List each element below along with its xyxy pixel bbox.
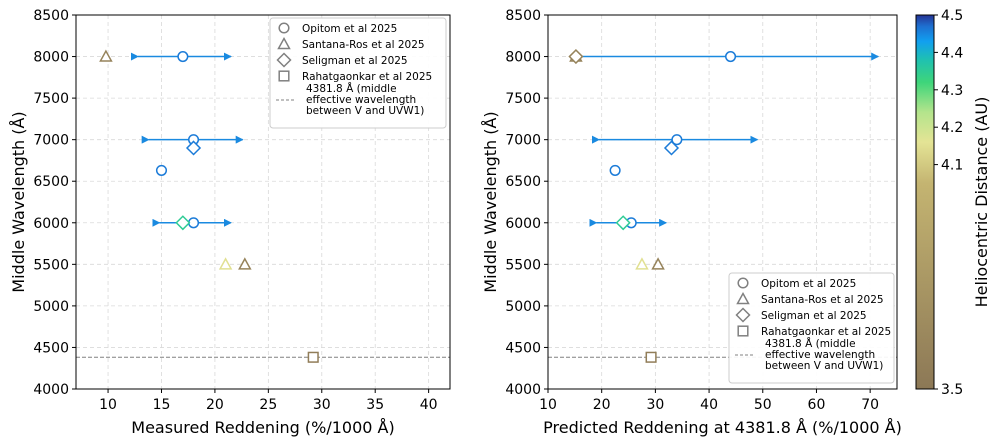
legend: Opitom et al 2025 Santana-Ros et al 2025 S…	[269, 17, 447, 129]
y-tick-label: 5000	[505, 299, 541, 315]
colorbar-tick-label: 3.5	[941, 382, 963, 398]
legend-label: Santana-Ros et al 2025	[761, 294, 884, 306]
data-point	[218, 257, 233, 270]
data-point	[635, 257, 649, 270]
legend-marker	[278, 22, 290, 34]
y-tick-label: 7000	[505, 133, 541, 149]
y-axis-label: Middle Wavelength (Å)	[481, 111, 500, 292]
data-point	[177, 51, 189, 63]
x-axis-label: Predicted Reddening at 4381.8 Å (%/1000 …	[543, 418, 902, 437]
legend-marker	[278, 70, 290, 82]
colorbar-gradient	[915, 14, 935, 390]
y-tick-label: 5500	[505, 257, 541, 273]
colorbar-tick-label: 4.2	[941, 120, 963, 136]
data-point	[568, 48, 584, 65]
x-tick-label: 50	[754, 397, 772, 413]
y-tick-label: 6500	[33, 174, 69, 190]
x-axis-label: Measured Reddening (%/1000 Å)	[131, 418, 394, 437]
y-tick-label: 8500	[505, 8, 541, 24]
y-tick-label: 7500	[505, 91, 541, 107]
x-tick-label: 35	[366, 397, 384, 413]
data-point	[663, 140, 680, 156]
right-panel: 10 20 30 40 50 60 70 4000 4500 5000 5500 6000 6500 70…	[481, 8, 902, 437]
y-tick-label: 4000	[33, 382, 69, 398]
y-tick-label: 7500	[33, 91, 69, 107]
y-tick-label: 6500	[505, 174, 541, 190]
x-tick-label: 20	[593, 397, 611, 413]
legend-box	[728, 272, 895, 384]
x-tick-label: 60	[808, 397, 826, 413]
y-tick-label: 6000	[33, 216, 69, 232]
plot-frame	[75, 14, 451, 390]
legend-label: Seligman et al 2025	[302, 55, 408, 67]
legend-ref-label: 4381.8 Å (middle effective wavelength betw…	[306, 82, 424, 117]
colorbar-tick-label: 4.3	[941, 83, 963, 99]
y-tick-label: 5500	[33, 257, 69, 273]
data-point	[609, 164, 621, 176]
left-panel: 10 15 20 25 30 35 40 4000 4500 5000 5500 6000 6500 70…	[9, 8, 451, 437]
x-tick-label: 15	[153, 397, 171, 413]
legend-label: Seligman et al 2025	[761, 310, 867, 322]
legend-label: Rahatgaonkar et al 2025	[761, 326, 891, 338]
legend-box	[269, 17, 447, 129]
legend: Opitom et al 2025 Santana-Ros et al 2025 S…	[728, 272, 895, 384]
legend-marker	[737, 277, 749, 289]
data-point	[155, 164, 168, 176]
y-tick-label: 7000	[33, 133, 69, 149]
legend-label: Rahatgaonkar et al 2025	[302, 71, 432, 83]
x-tick-label: 70	[861, 397, 879, 413]
x-tick-label: 40	[420, 397, 438, 413]
data-point	[671, 134, 683, 146]
data-point	[185, 140, 202, 156]
y-tick-label: 4500	[33, 340, 69, 356]
colorbar-tick-label: 4.4	[941, 45, 963, 61]
x-tick-label: 40	[700, 397, 718, 413]
y-tick-label: 4000	[505, 382, 541, 398]
legend-label: Opitom et al 2025	[302, 23, 397, 35]
colorbar-tick-label: 4.5	[941, 8, 963, 24]
data-point	[99, 49, 113, 62]
plot-frame	[547, 14, 898, 390]
y-tick-label: 6000	[505, 216, 541, 232]
legend-ref-label: 4381.8 Å (middle effective wavelength betw…	[765, 337, 883, 372]
data-point	[725, 51, 737, 63]
x-tick-label: 10	[99, 397, 117, 413]
legend-marker	[736, 291, 750, 305]
y-tick-label: 5000	[33, 299, 69, 315]
data-point	[645, 351, 657, 363]
data-point	[651, 257, 665, 270]
legend-label: Santana-Ros et al 2025	[302, 39, 425, 51]
legend-label: Opitom et al 2025	[761, 278, 856, 290]
x-tick-label: 20	[206, 397, 224, 413]
y-tick-label: 4500	[505, 340, 541, 356]
data-point	[615, 215, 631, 231]
x-tick-label: 30	[313, 397, 331, 413]
x-tick-label: 25	[259, 397, 277, 413]
x-tick-label: 30	[646, 397, 664, 413]
colorbar-label: Heliocentric Distance (AU)	[972, 97, 991, 308]
x-tick-label: 10	[539, 397, 557, 413]
data-point	[175, 215, 191, 231]
data-point	[307, 351, 319, 363]
legend-marker	[735, 307, 751, 323]
legend-marker	[737, 325, 749, 337]
y-axis-label: Middle Wavelength (Å)	[9, 111, 28, 292]
y-tick-label: 8000	[33, 50, 69, 66]
colorbar: 3.5 4.1 4.2 4.3 4.4 4.5 Heliocentric Distance …	[915, 8, 991, 398]
data-point	[238, 257, 252, 270]
legend-marker	[276, 52, 292, 68]
legend-marker	[277, 36, 291, 50]
colorbar-tick-label: 4.1	[941, 158, 963, 174]
y-tick-label: 8500	[33, 8, 69, 24]
y-tick-label: 8000	[505, 50, 541, 66]
